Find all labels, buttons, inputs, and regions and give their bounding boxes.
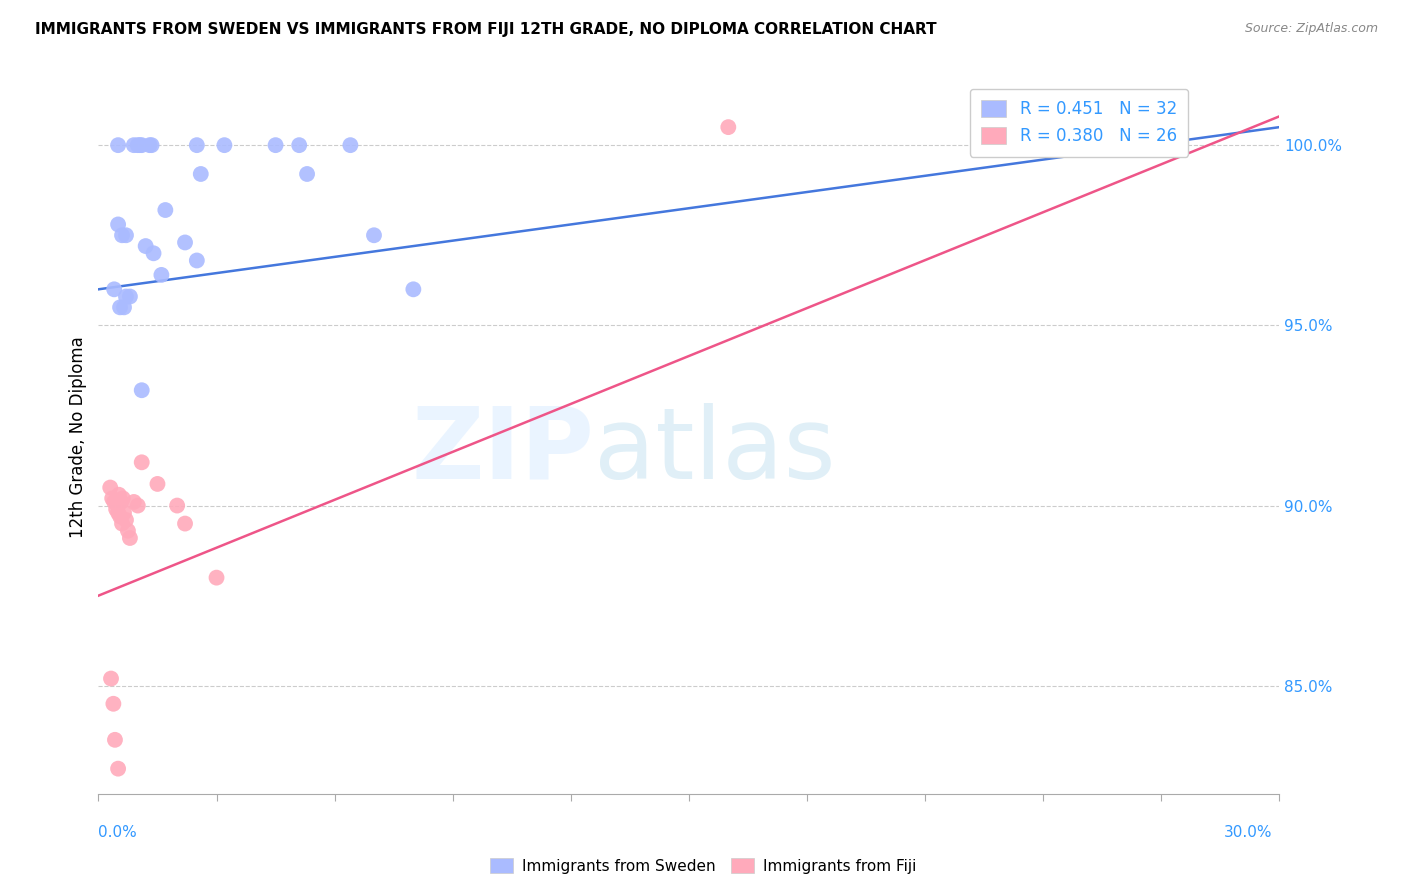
Point: [186, 253, 208, 268]
Point: [117, 524, 139, 538]
Point: [101, 491, 124, 506]
Point: [264, 138, 287, 153]
Point: [1052, 120, 1074, 135]
Point: [110, 495, 132, 509]
Point: [131, 383, 153, 397]
Point: [363, 228, 385, 243]
Point: [107, 762, 129, 776]
Text: IMMIGRANTS FROM SWEDEN VS IMMIGRANTS FROM FIJI 12TH GRADE, NO DIPLOMA CORRELATIO: IMMIGRANTS FROM SWEDEN VS IMMIGRANTS FRO…: [35, 22, 936, 37]
Point: [141, 138, 163, 153]
Point: [127, 138, 149, 153]
Point: [127, 499, 149, 513]
Point: [107, 138, 129, 153]
Point: [146, 477, 169, 491]
Point: [108, 509, 131, 524]
Point: [142, 246, 165, 260]
Legend: Immigrants from Sweden, Immigrants from Fiji: Immigrants from Sweden, Immigrants from …: [484, 852, 922, 880]
Point: [135, 239, 157, 253]
Point: [166, 499, 188, 513]
Point: [118, 289, 141, 303]
Point: [103, 495, 125, 509]
Point: [107, 218, 129, 232]
Point: [128, 138, 150, 153]
Point: [115, 289, 138, 303]
Point: [402, 282, 425, 296]
Point: [112, 506, 135, 520]
Point: [111, 516, 134, 531]
Text: ZIP: ZIP: [412, 403, 595, 500]
Point: [108, 488, 131, 502]
Point: [111, 228, 134, 243]
Point: [122, 495, 145, 509]
Text: Source: ZipAtlas.com: Source: ZipAtlas.com: [1244, 22, 1378, 36]
Point: [339, 138, 361, 153]
Point: [205, 571, 228, 585]
Point: [214, 138, 236, 153]
Point: [174, 516, 197, 531]
Text: atlas: atlas: [595, 403, 837, 500]
Point: [112, 301, 135, 315]
Point: [155, 202, 177, 217]
Text: 0.0%: 0.0%: [98, 825, 138, 840]
Point: [100, 672, 122, 686]
Point: [190, 167, 212, 181]
Point: [150, 268, 173, 282]
Point: [717, 120, 740, 135]
Point: [103, 697, 125, 711]
Legend: R = 0.451   N = 32, R = 0.380   N = 26: R = 0.451 N = 32, R = 0.380 N = 26: [970, 88, 1188, 157]
Point: [131, 138, 153, 153]
Point: [104, 732, 127, 747]
Point: [115, 513, 138, 527]
Point: [174, 235, 197, 250]
Point: [138, 138, 160, 153]
Y-axis label: 12th Grade, No Diploma: 12th Grade, No Diploma: [69, 336, 87, 538]
Point: [186, 138, 208, 153]
Point: [103, 282, 125, 296]
Point: [295, 167, 318, 181]
Point: [105, 502, 128, 516]
Point: [98, 481, 121, 495]
Point: [122, 138, 145, 153]
Point: [107, 506, 129, 520]
Point: [118, 531, 141, 545]
Point: [288, 138, 311, 153]
Text: 30.0%: 30.0%: [1225, 825, 1272, 840]
Point: [108, 301, 131, 315]
Point: [115, 228, 138, 243]
Point: [111, 491, 134, 506]
Point: [131, 455, 153, 469]
